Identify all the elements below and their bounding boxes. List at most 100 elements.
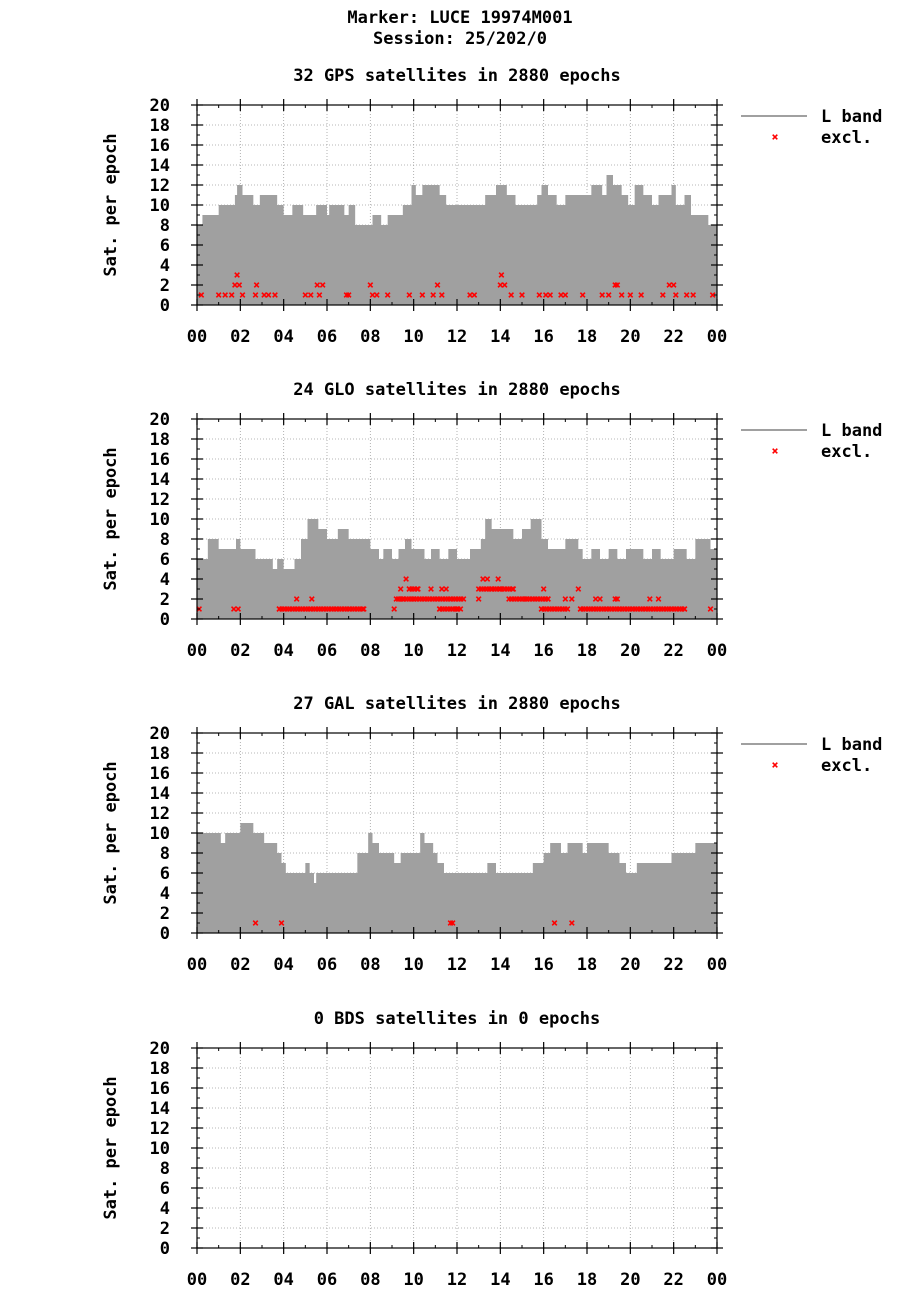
excluded-point (597, 596, 603, 602)
x-tick-label: 08 (360, 641, 380, 661)
x-tick-label: 16 (533, 641, 553, 661)
x-tick-label: 00 (187, 1270, 207, 1290)
chart-0: 32 GPS satellites in 2880 epochs Sat. per… (101, 66, 882, 347)
excluded-point (239, 292, 246, 298)
y-tick-label: 16 (150, 764, 170, 784)
y-tick-label: 4 (160, 1199, 170, 1219)
x-tick-label: 12 (447, 955, 467, 975)
excluded-point (308, 596, 315, 602)
excluded-point (265, 292, 272, 298)
x-tick-label: 20 (620, 327, 640, 347)
excluded-point (592, 596, 599, 602)
x-tick-label: 22 (663, 641, 683, 661)
y-tick-label: 12 (150, 1119, 170, 1139)
excluded-point (276, 606, 283, 612)
excluded-point (655, 596, 662, 602)
chart-title: 32 GPS satellites in 2880 epochs (293, 66, 621, 86)
excluded-point (508, 292, 515, 298)
y-tick-label: 8 (160, 844, 170, 864)
y-tick-label: 0 (160, 296, 170, 316)
excluded-point (410, 596, 417, 602)
y-axis-label: Sat. per epoch (101, 133, 121, 276)
x-tick-label: 00 (187, 955, 207, 975)
y-tick-label: 14 (150, 470, 170, 490)
excluded-point (501, 282, 508, 288)
y-tick-label: 2 (160, 904, 170, 924)
chart-3: 0 BDS satellites in 0 epochs Sat. per epo… (101, 1009, 727, 1290)
excluded-point (302, 292, 309, 298)
excluded-point (307, 292, 314, 298)
excluded-point (438, 292, 445, 298)
x-tick-label: 00 (187, 327, 207, 347)
y-tick-label: 4 (160, 884, 170, 904)
excluded-point (562, 292, 569, 298)
excluded-point (551, 920, 558, 926)
excluded-point (235, 606, 242, 612)
x-tick-label: 02 (230, 641, 250, 661)
y-tick-label: 14 (150, 784, 170, 804)
excluded-point (215, 292, 222, 298)
y-tick-label: 2 (160, 1219, 170, 1239)
y-tick-label: 16 (150, 136, 170, 156)
excluded-point (467, 292, 473, 298)
excluded-point (253, 282, 260, 288)
excluded-point (562, 596, 569, 602)
excluded-point (222, 292, 229, 298)
chart-1: 24 GLO satellites in 2880 epochs Sat. per… (101, 380, 882, 661)
x-tick-label: 00 (707, 1270, 727, 1290)
excluded-point (568, 596, 575, 602)
excluded-point (252, 292, 259, 298)
excluded-point (683, 292, 690, 298)
x-tick-label: 18 (577, 1270, 597, 1290)
x-tick-label: 14 (490, 641, 510, 661)
excluded-point (428, 586, 434, 592)
y-tick-label: 20 (150, 724, 170, 744)
legend-marker-excl (772, 134, 778, 140)
x-tick-label: 22 (663, 1270, 683, 1290)
excluded-point (568, 920, 575, 926)
excluded-point (314, 282, 321, 288)
excluded-point (397, 586, 404, 592)
excluded-point (627, 292, 634, 298)
x-tick-label: 20 (620, 955, 640, 975)
excluded-point (367, 282, 374, 288)
y-tick-label: 12 (150, 804, 170, 824)
x-tick-label: 06 (317, 955, 337, 975)
excluded-point (460, 596, 467, 602)
y-tick-label: 2 (160, 276, 170, 296)
excluded-point (497, 586, 504, 592)
x-tick-label: 08 (360, 1270, 380, 1290)
y-tick-label: 8 (160, 1159, 170, 1179)
excluded-point (614, 282, 621, 288)
y-tick-label: 6 (160, 550, 170, 570)
y-tick-label: 14 (150, 1099, 170, 1119)
excluded-point (575, 586, 582, 592)
x-tick-label: 02 (230, 1270, 250, 1290)
x-tick-label: 06 (317, 641, 337, 661)
excluded-point (564, 606, 571, 612)
y-axis-label: Sat. per epoch (101, 447, 121, 590)
y-axis-label: Sat. per epoch (101, 1076, 121, 1219)
x-tick-label: 00 (707, 327, 727, 347)
excluded-point (542, 292, 549, 298)
x-tick-label: 16 (533, 955, 553, 975)
legend-label-l-band: L band (821, 421, 882, 441)
y-tick-label: 18 (150, 116, 170, 136)
chart-2: 27 GAL satellites in 2880 epochs Sat. per… (101, 694, 882, 975)
excluded-point (360, 606, 367, 612)
x-tick-label: 18 (577, 327, 597, 347)
x-tick-label: 18 (577, 955, 597, 975)
excluded-point (536, 292, 543, 298)
excluded-point (523, 596, 530, 602)
x-tick-label: 18 (577, 641, 597, 661)
excluded-point (393, 596, 400, 602)
excluded-point (384, 292, 391, 298)
x-tick-label: 22 (663, 327, 683, 347)
excluded-point (272, 292, 278, 298)
y-tick-label: 4 (160, 256, 170, 276)
excluded-point (369, 292, 376, 298)
excluded-point (278, 920, 285, 926)
y-tick-label: 14 (150, 156, 170, 176)
x-tick-label: 08 (360, 955, 380, 975)
